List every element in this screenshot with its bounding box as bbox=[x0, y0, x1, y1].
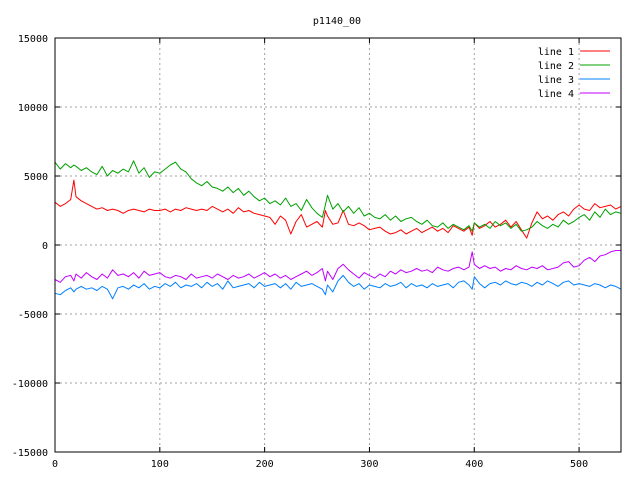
x-tick-label: 300 bbox=[360, 459, 378, 470]
grid bbox=[55, 38, 621, 452]
y-tick-label: -15000 bbox=[12, 448, 48, 459]
x-tick-label: 0 bbox=[52, 459, 58, 470]
x-tick-label: 400 bbox=[465, 459, 483, 470]
legend-label-line-4: line 4 bbox=[538, 89, 574, 100]
series-line-4 bbox=[54, 250, 621, 283]
y-tick-label: 10000 bbox=[18, 103, 48, 114]
y-tick-label: 0 bbox=[42, 241, 48, 252]
legend-label-line-3: line 3 bbox=[538, 75, 574, 86]
series-line-2 bbox=[54, 160, 622, 232]
x-tick-label: 100 bbox=[151, 459, 169, 470]
y-tick-label: 5000 bbox=[24, 172, 48, 183]
series-line-1 bbox=[54, 179, 622, 239]
y-tick-label: 15000 bbox=[18, 34, 48, 45]
ticks: 0 100 200 300 400 500 -15000 -10000 -5000 0 5000 10… bbox=[12, 34, 621, 470]
x-tick-label: 200 bbox=[256, 459, 274, 470]
y-tick-label: -10000 bbox=[12, 379, 48, 390]
legend-label-line-2: line 2 bbox=[538, 61, 574, 72]
series-layer bbox=[54, 160, 622, 300]
x-tick-label: 500 bbox=[570, 459, 588, 470]
legend: line 1 line 2 line 3 line 4 bbox=[538, 47, 610, 100]
legend-label-line-1: line 1 bbox=[538, 47, 574, 58]
y-tick-label: -5000 bbox=[18, 310, 48, 321]
series-line-3 bbox=[54, 274, 622, 300]
chart-title: p1140_00 bbox=[313, 16, 361, 27]
